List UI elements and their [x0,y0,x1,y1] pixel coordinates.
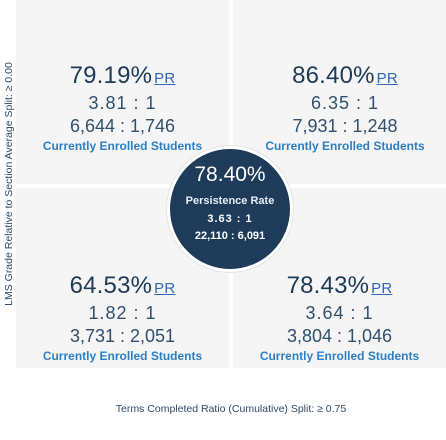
ratio-value: 1.82 : 1 [88,303,157,323]
status-label: Currently Enrolled Students [265,139,425,153]
pr-link[interactable]: PR [154,280,176,297]
rate-value: 78.43% PR [286,272,393,299]
quadrant-top-left: 79.19% PR 3.81 : 1 6,644 : 1,746 Currentl… [16,62,229,153]
overall-ratio: 3.63 : 1 [207,213,253,225]
quadrant-top-left-bg [16,0,229,184]
y-axis-label: LMS Grade Relative to Section Average Sp… [3,62,15,306]
overall-counts: 22,110 : 6,091 [194,230,266,242]
quadrant-bottom-left: 64.53% PR 1.82 : 1 3,731 : 2,051 Currentl… [16,272,229,363]
pr-link[interactable]: PR [376,70,398,87]
status-label: Currently Enrolled Students [42,349,203,363]
counts-value: 3,804 : 1,046 [286,326,393,346]
ratio-value: 3.64 : 1 [305,303,374,323]
overall-title: Persistence Rate [185,195,275,207]
rate-value: 79.19% PR [69,62,176,89]
rate-value: 64.53% PR [69,272,176,299]
quadrant-top-right: 86.40% PR 6.35 : 1 7,931 : 1,248 Currentl… [245,62,445,153]
rate-value: 86.40% PR [292,62,398,89]
overall-rate: 78.40% [194,163,266,186]
counts-value: 3,731 : 2,051 [69,326,176,346]
overall-persistence-circle: 78.40% Persistence Rate 3.63 : 1 22,110 … [167,146,293,272]
quadrant-top-right-bg [233,0,446,184]
x-axis-label: Terms Completed Ratio (Cumulative) Split… [115,403,347,415]
ratio-value: 6.35 : 1 [310,93,380,113]
status-label: Currently Enrolled Students [42,139,203,153]
status-label: Currently Enrolled Students [259,349,420,363]
pr-link[interactable]: PR [154,70,176,87]
counts-value: 7,931 : 1,248 [292,116,398,136]
counts-value: 6,644 : 1,746 [69,116,176,136]
pr-link[interactable]: PR [371,280,393,297]
ratio-value: 3.81 : 1 [88,93,157,113]
quadrant-bottom-right: 78.43% PR 3.64 : 1 3,804 : 1,046 Currentl… [233,272,446,363]
